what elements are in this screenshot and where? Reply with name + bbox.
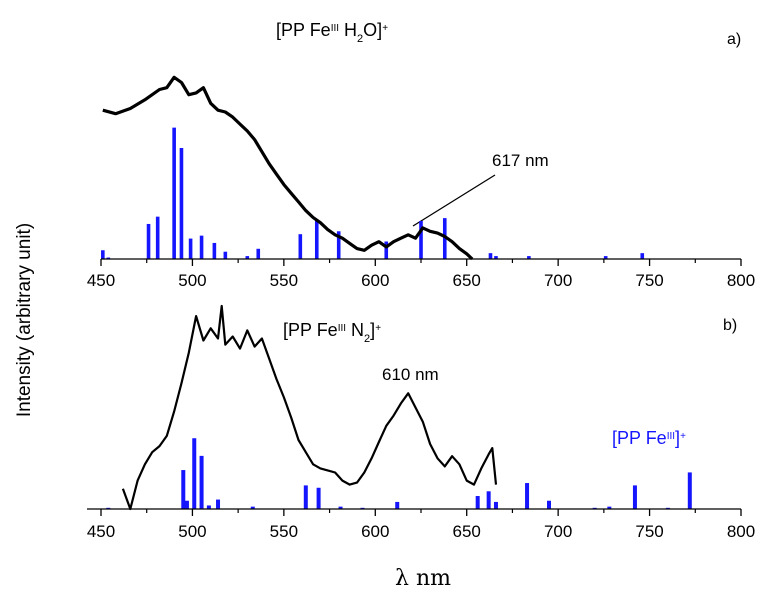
x-tick-label: 750 [635, 522, 663, 541]
x-tick-label: 550 [270, 522, 298, 541]
x-tick-label: 500 [178, 522, 206, 541]
x-tick-label: 500 [178, 271, 206, 290]
legend-ppfe-iii: [PP FeIII]+ [612, 428, 686, 448]
panel-a: [PP FeIII H2O]+ a) 617 nm 450 500 550 600 65… [87, 20, 755, 290]
x-tick-label: 650 [453, 271, 481, 290]
panel-a-letter: a) [727, 31, 741, 48]
panel-b: [PP FeIII N2]+ b) 610 nm [PP FeIII]+ 450… [87, 304, 755, 541]
panel-b-stems [106, 438, 692, 509]
x-tick-label: 800 [727, 522, 755, 541]
annotation-617nm: 617 nm [492, 151, 549, 170]
x-tick-label: 600 [361, 522, 389, 541]
x-tick-label: 650 [453, 522, 481, 541]
x-axis-title: λ nm [395, 566, 451, 591]
x-tick-label: 750 [635, 271, 663, 290]
panel-b-title: [PP FeIII N2]+ [283, 320, 381, 345]
panel-a-stems [101, 127, 645, 259]
x-tick-label: 550 [270, 271, 298, 290]
panel-b-ticks: 450 500 550 600 650 700 750 800 [87, 509, 755, 541]
x-tick-label: 700 [544, 522, 572, 541]
x-tick-label: 600 [361, 271, 389, 290]
panel-b-letter: b) [723, 317, 737, 334]
annotation-617nm-pointer [412, 174, 496, 227]
panel-a-ticks: 450 500 550 600 650 700 750 800 [87, 259, 755, 290]
x-tick-label: 450 [87, 522, 115, 541]
x-tick-label: 450 [87, 271, 115, 290]
annotation-610nm: 610 nm [382, 365, 439, 384]
y-axis-title: Intensity (arbitrary unit) [14, 223, 35, 417]
panel-a-experimental-line [102, 75, 474, 261]
x-tick-label: 800 [727, 271, 755, 290]
panel-a-title: [PP FeIII H2O]+ [276, 20, 388, 45]
panel-b-experimental-line [121, 304, 498, 511]
x-tick-label: 700 [544, 271, 572, 290]
